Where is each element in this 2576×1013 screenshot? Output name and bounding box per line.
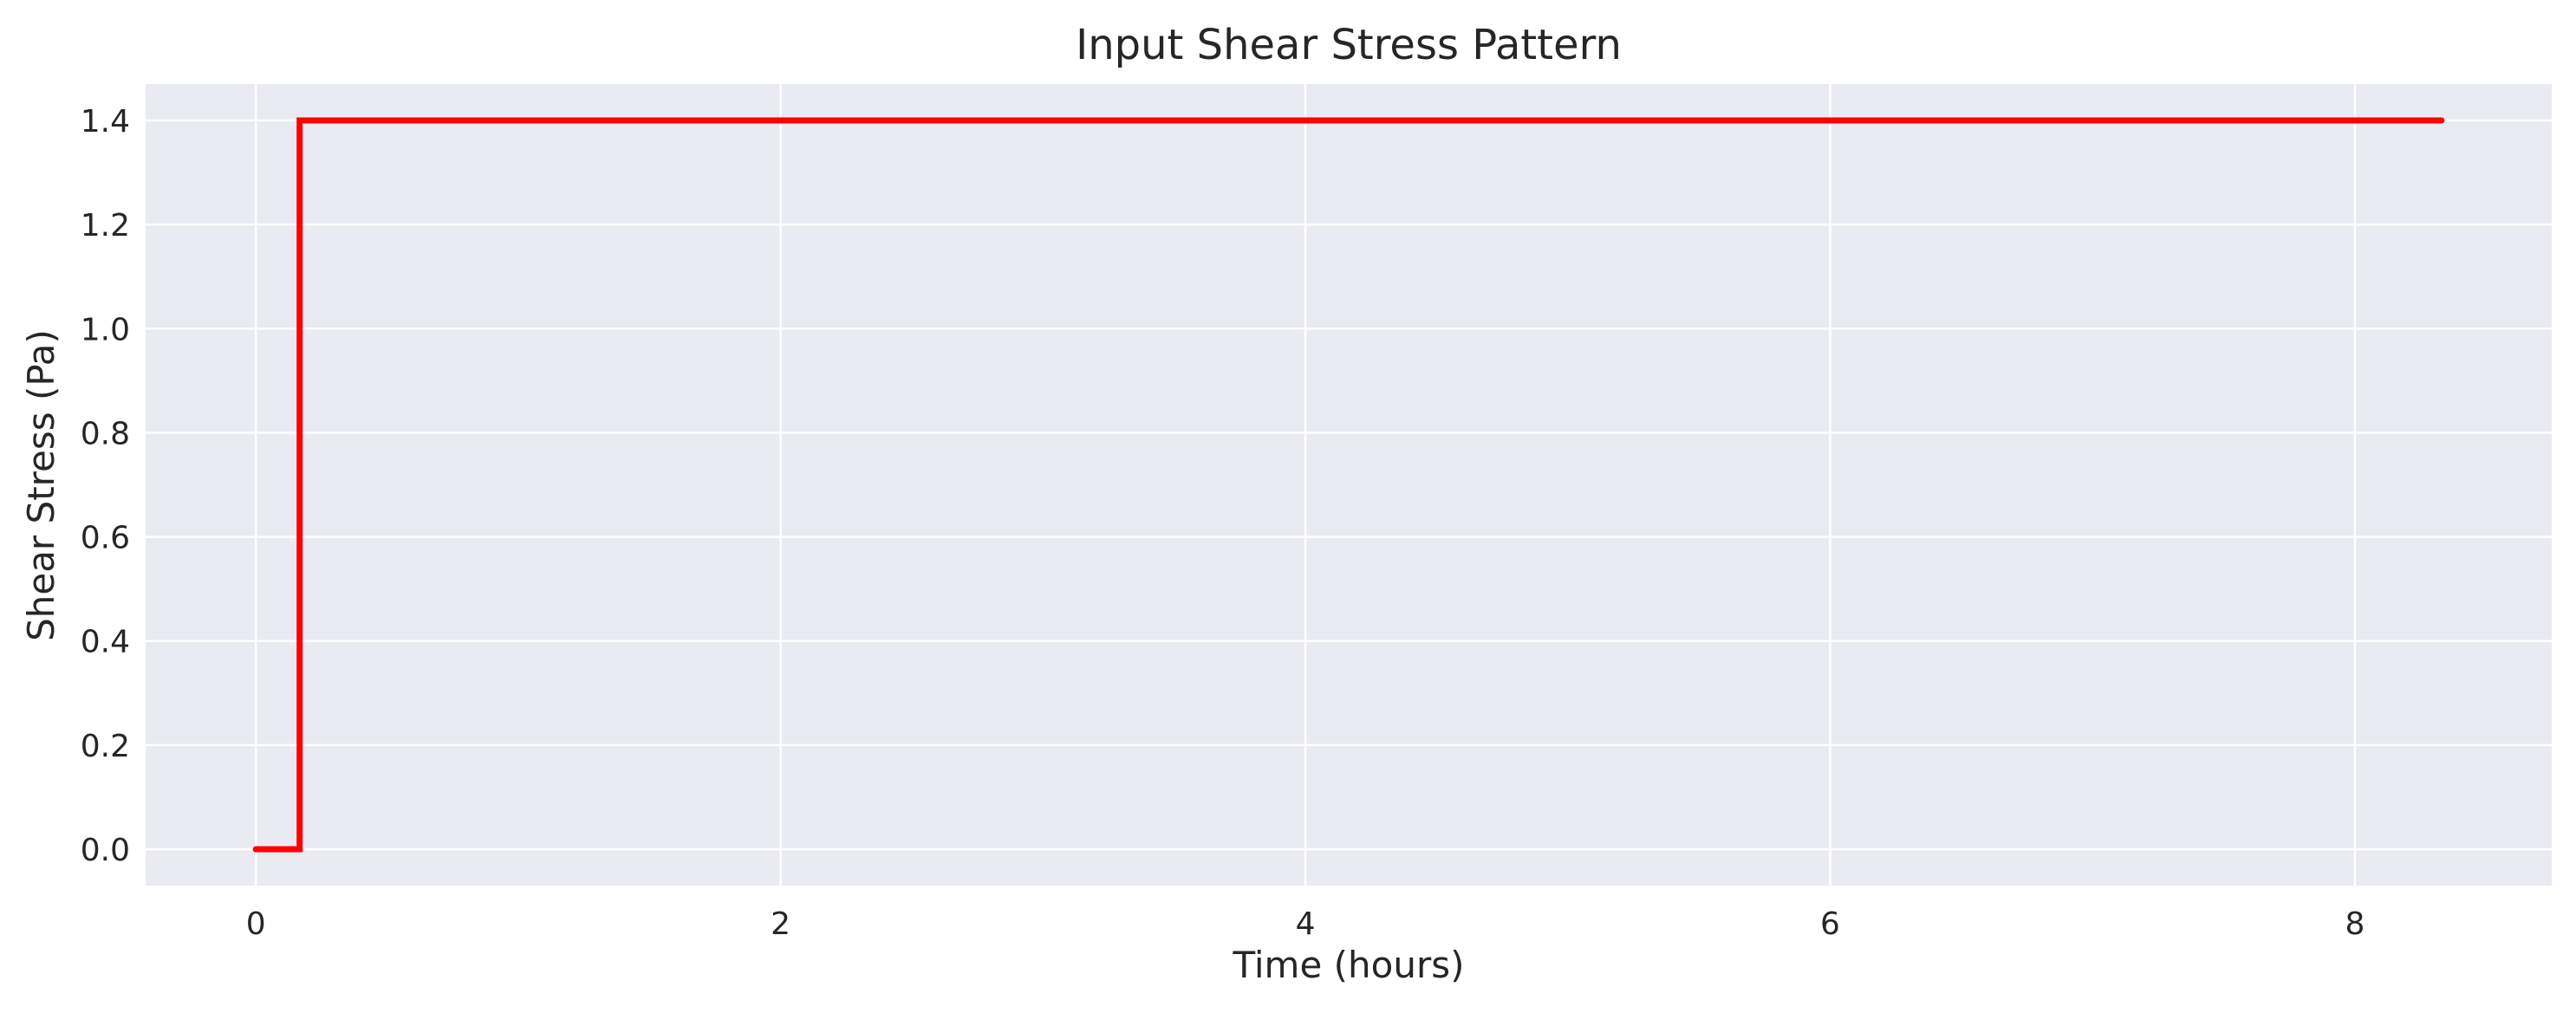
x-tick-label: 0 [246,906,266,942]
y-tick-labels: 0.0 0.2 0.4 0.6 0.8 1.0 1.2 1.4 [81,104,130,868]
y-tick-label: 0.0 [81,833,130,868]
y-tick-label: 0.2 [81,729,130,764]
y-tick-label: 1.2 [81,208,130,244]
plot-area [146,84,2552,886]
x-tick-label: 8 [2345,906,2365,942]
y-tick-label: 0.8 [81,416,130,451]
y-tick-label: 1.0 [81,312,130,347]
x-tick-label: 4 [1296,906,1316,942]
chart-title: Input Shear Stress Pattern [1076,21,1622,69]
x-tick-label: 2 [771,906,790,942]
y-axis-label: Shear Stress (Pa) [20,329,62,641]
series-line [252,117,2445,853]
x-tick-labels: 0 2 4 6 8 [246,906,2365,942]
y-tick-label: 0.4 [81,625,130,660]
y-tick-label: 1.4 [81,104,130,140]
x-tick-label: 6 [1820,906,1840,942]
series-layer [252,117,2445,853]
y-tick-label: 0.6 [81,521,130,556]
x-axis-label: Time (hours) [1233,944,1465,986]
